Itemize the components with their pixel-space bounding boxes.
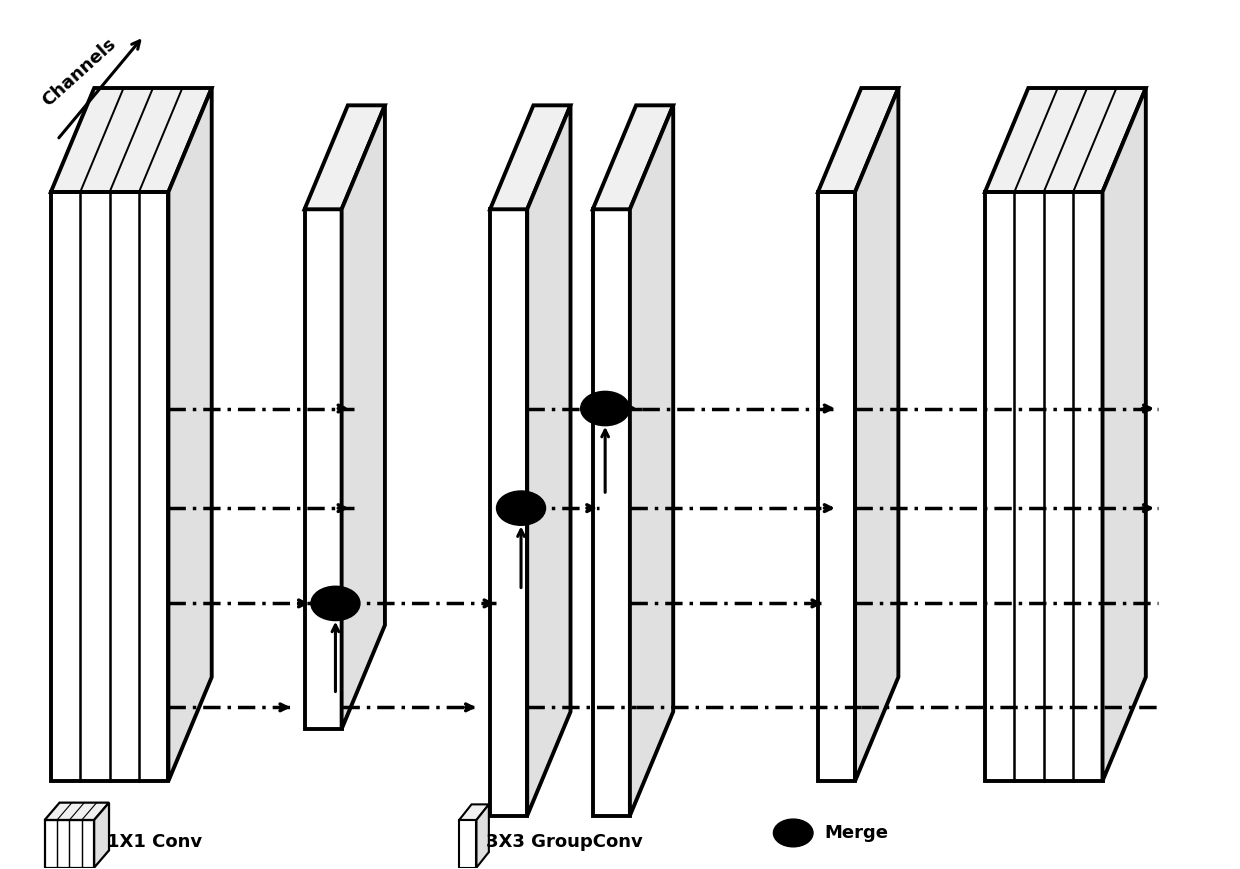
Polygon shape: [630, 105, 673, 816]
Polygon shape: [490, 209, 527, 816]
Polygon shape: [94, 803, 109, 867]
Text: 3X3 GroupConv: 3X3 GroupConv: [486, 833, 644, 851]
Polygon shape: [818, 192, 856, 781]
Text: Channels: Channels: [38, 35, 119, 109]
Polygon shape: [169, 88, 212, 781]
Polygon shape: [490, 105, 570, 209]
Polygon shape: [459, 805, 489, 820]
Polygon shape: [593, 209, 630, 816]
Text: 1X1 Conv: 1X1 Conv: [107, 833, 202, 851]
Polygon shape: [856, 88, 898, 781]
Circle shape: [496, 491, 546, 525]
Polygon shape: [51, 192, 169, 781]
Text: Merge: Merge: [825, 824, 888, 842]
Circle shape: [774, 819, 813, 846]
Polygon shape: [985, 88, 1146, 192]
Polygon shape: [51, 88, 212, 192]
Polygon shape: [342, 105, 384, 729]
Polygon shape: [593, 105, 673, 209]
Polygon shape: [305, 209, 342, 729]
Polygon shape: [305, 105, 384, 209]
Polygon shape: [476, 805, 489, 867]
Polygon shape: [45, 803, 109, 820]
Polygon shape: [818, 88, 898, 192]
Circle shape: [311, 587, 360, 620]
Polygon shape: [527, 105, 570, 816]
Polygon shape: [985, 192, 1102, 781]
Polygon shape: [459, 820, 476, 867]
Circle shape: [580, 391, 630, 426]
Polygon shape: [45, 820, 94, 867]
Polygon shape: [1102, 88, 1146, 781]
